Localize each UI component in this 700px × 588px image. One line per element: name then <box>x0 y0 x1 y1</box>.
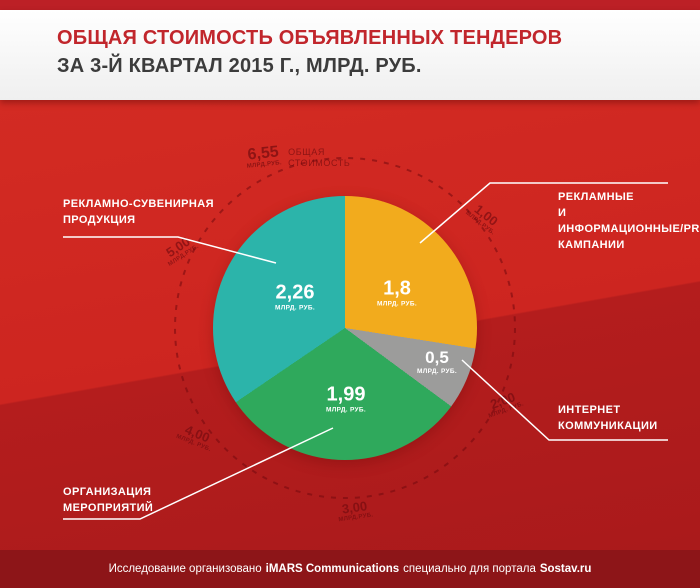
scale-tick-2: 2,00 МЛРД. РУБ. <box>487 389 525 420</box>
scale-tick-4: 4,00 МЛРД. РУБ. <box>175 421 212 454</box>
scale-tick-5: 5,00 МЛРД.РУБ. <box>163 233 201 269</box>
pie-chart <box>213 196 477 460</box>
footer-brand: iMARS Communications <box>265 563 400 575</box>
page-title-line2: ЗА 3-Й КВАРТАЛ 2015 Г., МЛРД. РУБ. <box>57 55 422 77</box>
callout-label-events: ОРГАНИЗАЦИЯ МЕРОПРИЯТИЙ <box>63 486 154 514</box>
scale-tick-3: 3,00 МЛРД.РУБ. <box>338 498 374 524</box>
callout-label-internet: ИНТЕРНЕТ КОММУНИКАЦИИ <box>558 404 658 432</box>
scale-tick-1: 1,00 МЛРД.РУБ. <box>463 201 501 237</box>
callout-label-pr-campaigns: РЕКЛАМНЫЕ И ИНФОРМАЦИОННЫЕ/PR КАМПАНИИ <box>558 191 700 251</box>
footer-text-before: Исследование организовано <box>108 563 262 575</box>
total-number: 6,55 МЛРД.РУБ. <box>246 143 283 170</box>
total-caption: ОБЩАЯ СТОИМОСТЬ <box>288 147 351 168</box>
page-title-line1: ОБЩАЯ СТОИМОСТЬ ОБЪЯВЛЕННЫХ ТЕНДЕРОВ <box>57 27 563 49</box>
chart-area: 6,55 МЛРД.РУБ. ОБЩАЯ СТОИМОСТЬ 1,00 МЛРД… <box>0 100 700 550</box>
footer-site: Sostav.ru <box>539 563 592 575</box>
slice-value-pr-campaigns: 1,8 МЛРД. РУБ. <box>377 277 417 308</box>
footer: Исследование организовано iMARS Communic… <box>0 550 700 588</box>
slice-value-souvenir: 2,26 МЛРД. РУБ. <box>275 281 315 312</box>
slice-value-events: 1,99 МЛРД. РУБ. <box>326 383 366 414</box>
header: ОБЩАЯ СТОИМОСТЬ ОБЪЯВЛЕННЫХ ТЕНДЕРОВ ЗА … <box>0 10 700 100</box>
top-accent-strip <box>0 0 700 10</box>
callout-label-souvenir: РЕКЛАМНО-СУВЕНИРНАЯ ПРОДУКЦИЯ <box>63 198 214 226</box>
slice-value-internet: 0,5 МЛРД. РУБ. <box>417 348 457 375</box>
footer-text-middle: специально для портала <box>403 563 536 575</box>
total-value-label: 6,55 МЛРД.РУБ. ОБЩАЯ СТОИМОСТЬ <box>246 143 351 170</box>
